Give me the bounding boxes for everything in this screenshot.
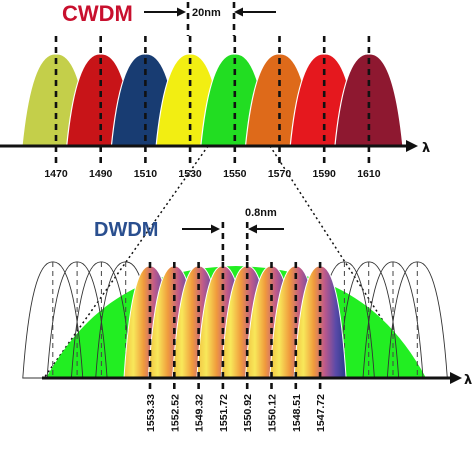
dwdm-spacing-label: 0.8nm — [245, 207, 277, 219]
dwdm-spacing-marker: 0.8nm — [182, 207, 284, 234]
dwdm-neighbor-curve — [46, 261, 108, 379]
dwdm-spectrum: 1553.33 1552.52 1549.32 1551.72 1550.92 1550.… — [22, 222, 448, 432]
dwdm-tick-label: 1551.72 — [218, 394, 230, 432]
dwdm-neighbor-curve — [22, 261, 84, 379]
cwdm-spacing-marker: 20nm — [144, 7, 276, 19]
cwdm-tick-label: 1570 — [268, 168, 292, 180]
cwdm-lambda-symbol: λ — [422, 141, 430, 156]
dwdm-tick-label: 1550.92 — [242, 394, 254, 432]
cwdm-tick-label: 1590 — [313, 168, 337, 180]
dwdm-neighbor-curve — [70, 261, 132, 379]
dwdm-tick-label: 1547.72 — [315, 394, 327, 432]
cwdm-tick-label: 1490 — [89, 168, 113, 180]
cwdm-tick-label: 1550 — [223, 168, 247, 180]
dwdm-title: DWDM — [94, 219, 158, 241]
dwdm-neighbor-curve — [386, 261, 448, 379]
dwdm-tick-label: 1553.33 — [145, 394, 157, 432]
cwdm-channel-curve — [334, 53, 404, 147]
cwdm-tick-label: 1470 — [44, 168, 68, 180]
cwdm-spectrum: 1470 1490 1510 1530 1550 1570 1590 1610 — [21, 2, 404, 180]
cwdm-spacing-label: 20nm — [192, 7, 221, 19]
cwdm-tick-label: 1530 — [178, 168, 202, 180]
cwdm-tick-label: 1510 — [134, 168, 158, 180]
cwdm-axis: λ — [0, 140, 430, 156]
dwdm-tick-label: 1550.12 — [267, 394, 279, 432]
dwdm-tick-label: 1548.51 — [291, 394, 303, 432]
cwdm-title: CWDM — [62, 1, 133, 26]
dwdm-neighbor-curve — [338, 261, 400, 379]
dwdm-tick-label: 1549.32 — [194, 394, 206, 432]
dwdm-neighbor-curve — [362, 261, 424, 379]
dwdm-tick-label: 1552.52 — [169, 394, 181, 432]
cwdm-tick-label: 1610 — [357, 168, 381, 180]
dwdm-lambda-symbol: λ — [464, 373, 472, 388]
dwdm-axis: λ — [42, 372, 472, 388]
